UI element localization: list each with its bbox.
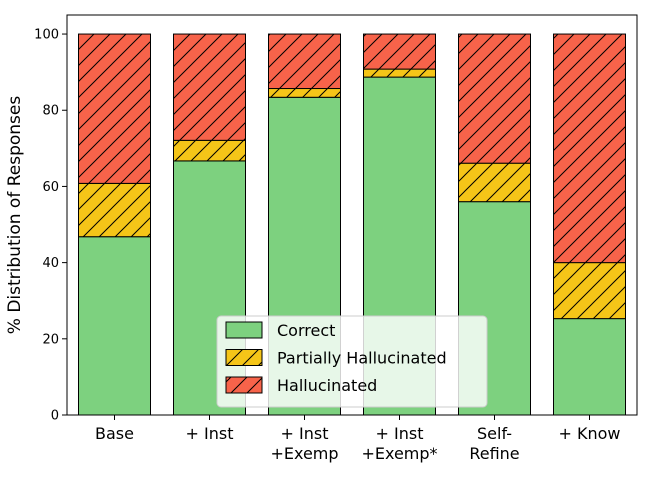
- x-tick-label: Base: [95, 424, 134, 443]
- plot-frame: [66, 14, 638, 416]
- legend-label: Hallucinated: [277, 376, 377, 395]
- x-tick-label: Self-: [477, 424, 512, 443]
- y-tick-label: 100: [34, 28, 59, 43]
- x-tick-label: +Exemp: [270, 444, 338, 463]
- y-tick-label: 80: [42, 104, 59, 119]
- bar-hallucinated-3-hatch: [363, 34, 436, 70]
- legend-swatch-outline: [225, 376, 263, 394]
- legend-label: Partially Hallucinated: [277, 349, 447, 368]
- legend-label: Correct: [277, 321, 335, 340]
- y-tick-label: 0: [51, 409, 59, 424]
- bar-hallucinated-1-hatch: [173, 34, 246, 141]
- legend-swatch-hatch: [226, 349, 262, 366]
- bar-partially-hallucinated-5-hatch: [553, 262, 626, 319]
- x-axis-ticks: Base + Inst + Inst+Exemp+ Inst+Exemp*Self-…: [95, 415, 621, 463]
- bar-hallucinated-4-hatch: [458, 34, 531, 164]
- x-tick-label: +Exemp*: [361, 444, 437, 463]
- bar-partially-hallucinated-1-hatch: [173, 140, 246, 161]
- x-tick-label: Refine: [469, 444, 519, 463]
- bar-partially-hallucinated-4-hatch: [458, 163, 531, 202]
- bar-hallucinated-5-hatch: [553, 34, 626, 263]
- y-axis-ticks: 0 20 40 60 80 100: [34, 28, 67, 424]
- bar-hallucinated-0-outline: [78, 33, 151, 184]
- bar-hallucinated-2-hatch: [268, 34, 341, 89]
- x-tick-label: + Know: [559, 424, 621, 443]
- bar-hallucinated-1-outline: [173, 33, 246, 141]
- legend-box: [216, 315, 488, 408]
- x-tick-label: + Inst: [376, 424, 424, 443]
- bar-partially-hallucinated-0-hatch: [78, 183, 151, 237]
- bar-partially-hallucinated-2-hatch: [268, 88, 341, 98]
- y-tick-label: 40: [42, 256, 59, 271]
- bar-hallucinated-5-outline: [553, 33, 626, 264]
- bar-hallucinated-4-outline: [458, 33, 531, 164]
- legend-swatch-outline: [225, 349, 263, 366]
- y-tick-label: 60: [42, 180, 59, 195]
- x-tick-label: + Inst: [281, 424, 329, 443]
- x-tick-label: + Inst: [186, 424, 234, 443]
- legend-swatch-outline: [225, 321, 263, 339]
- bar-hallucinated-2-outline: [268, 33, 341, 90]
- bar-correct-0: [78, 236, 151, 415]
- bar-hallucinated-0-hatch: [78, 34, 151, 184]
- bar-correct-5: [553, 318, 626, 415]
- bar-hallucinated-3-outline: [363, 33, 436, 70]
- legend-swatch: [226, 322, 262, 338]
- legend: Correct Partially Hallucinated Hallucinate…: [216, 315, 488, 408]
- bar-partially-hallucinated-3-hatch: [363, 69, 436, 78]
- y-tick-label: 20: [42, 332, 59, 347]
- y-axis-title: % Distribution of Responses: [5, 96, 25, 335]
- legend-swatch-hatch: [226, 377, 262, 393]
